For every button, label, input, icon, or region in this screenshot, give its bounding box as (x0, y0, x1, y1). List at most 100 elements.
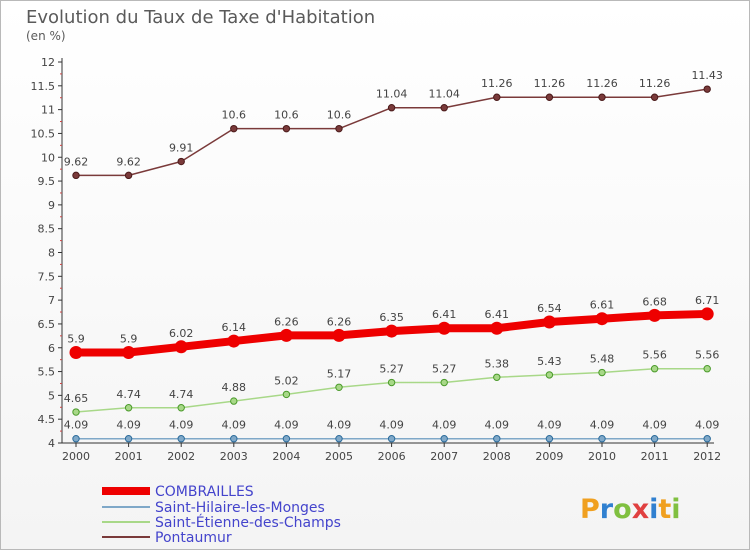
data-label: 6.68 (642, 295, 667, 308)
logo-letter: t (658, 494, 671, 525)
data-point (440, 378, 448, 387)
x-tick-label: 2006 (378, 450, 406, 463)
data-point (595, 312, 609, 326)
data-label: 4.09 (432, 419, 457, 432)
x-tick-label: 2008 (483, 450, 511, 463)
data-point (177, 404, 185, 412)
data-label: 11.26 (586, 77, 618, 90)
data-label: 11.43 (691, 69, 723, 82)
data-point (700, 307, 714, 321)
data-point (279, 328, 293, 342)
data-point (437, 321, 451, 335)
data-point (282, 124, 291, 133)
data-point (282, 435, 291, 443)
data-label: 4.09 (537, 419, 562, 432)
data-label: 6.71 (695, 294, 720, 307)
chart-title: Evolution du Taux de Taxe d'Habitation (26, 7, 375, 28)
data-point (703, 85, 711, 93)
data-label: 4.74 (169, 388, 194, 401)
data-point (122, 346, 136, 360)
data-point (385, 324, 399, 338)
data-label: 10.6 (274, 109, 299, 122)
series-line (75, 88, 708, 177)
data-point (177, 157, 185, 166)
data-point (174, 340, 188, 354)
y-tick-label: 6 (48, 342, 55, 355)
data-label: 6.02 (169, 327, 194, 340)
legend-label: Saint-Étienne-des-Champs (155, 514, 341, 531)
data-point (598, 93, 606, 101)
x-tick-label: 2009 (535, 450, 563, 463)
data-point (72, 408, 80, 416)
data-point (282, 390, 291, 399)
x-tick-label: 2007 (430, 450, 458, 463)
data-label: 6.35 (379, 311, 404, 324)
data-label: 11.26 (639, 77, 671, 90)
legend: COMBRAILLESSaint-Hilaire-les-MongesSaint… (102, 484, 341, 546)
y-tick-label: 9 (48, 199, 55, 212)
y-tick-label: 11 (41, 104, 55, 117)
data-label: 9.91 (169, 142, 194, 155)
y-tick-label: 10.5 (31, 127, 56, 140)
data-label: 5.9 (120, 333, 138, 346)
data-label: 4.09 (169, 419, 194, 432)
data-point (493, 93, 501, 101)
data-label: 6.61 (590, 299, 615, 312)
y-tick-label: 10 (41, 151, 55, 164)
data-label: 4.09 (379, 419, 404, 432)
axes: 44.555.566.577.588.599.51010.51111.51220… (31, 56, 722, 463)
data-label: 5.38 (485, 357, 510, 370)
data-point (230, 397, 238, 405)
logo-letter: P (580, 494, 600, 525)
data-label: 4.09 (485, 419, 510, 432)
data-label: 5.43 (537, 355, 562, 368)
data-point (542, 315, 556, 329)
data-label: 5.9 (67, 333, 85, 346)
data-point (335, 435, 343, 443)
logo-letter: o (613, 494, 632, 525)
data-point (650, 435, 659, 443)
data-point (545, 371, 554, 379)
x-tick-label: 2003 (220, 450, 248, 463)
data-point (335, 383, 343, 391)
data-point (545, 435, 554, 443)
data-label: 4.09 (695, 419, 720, 432)
data-point (650, 93, 659, 101)
data-label: 4.09 (64, 419, 89, 432)
logo-letter: i (649, 494, 658, 525)
legend-label: Pontaumur (155, 530, 232, 546)
legend-label: Saint-Hilaire-les-Monges (155, 500, 325, 516)
plot-area: 4.09 4.09 4.09 4.09 4.09 4.09 4.09 4.09 4.09 4.09… (64, 69, 723, 443)
data-point (703, 435, 711, 443)
y-tick-label: 6.5 (38, 318, 56, 331)
data-label: 6.41 (432, 308, 457, 321)
y-tick-label: 8.5 (38, 223, 56, 236)
data-label: 11.04 (428, 88, 460, 101)
y-tick-label: 4.5 (38, 413, 56, 426)
data-point (124, 404, 133, 412)
data-label: 5.17 (327, 367, 352, 380)
data-label: 6.26 (274, 315, 299, 328)
data-label: 11.26 (534, 77, 566, 90)
data-point (124, 171, 133, 180)
data-label: 4.09 (222, 419, 247, 432)
x-tick-label: 2001 (115, 450, 143, 463)
data-point (703, 365, 711, 373)
data-point (490, 321, 504, 335)
data-label: 10.6 (222, 109, 247, 122)
data-point (598, 368, 606, 377)
data-label: 4.88 (222, 381, 247, 394)
data-label: 6.26 (327, 315, 352, 328)
y-tick-label: 4 (48, 437, 55, 450)
data-label: 4.65 (64, 392, 89, 405)
data-point (332, 328, 346, 342)
chart-subtitle: (en %) (26, 29, 66, 43)
data-label: 6.54 (537, 302, 562, 315)
data-label: 5.56 (695, 349, 720, 362)
data-label: 4.09 (116, 419, 141, 432)
data-label: 9.62 (116, 155, 141, 168)
logo-letter: x (632, 494, 649, 525)
data-point (387, 104, 396, 112)
